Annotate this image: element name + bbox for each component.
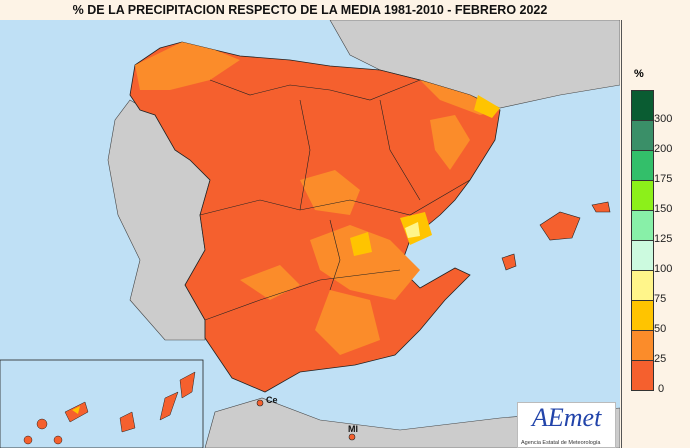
tenerife-high-zone [72, 406, 80, 414]
legend-label: 300 [654, 113, 673, 125]
legend-label: 0 [658, 383, 665, 395]
legend-swatch-150-175 [631, 180, 654, 211]
ceuta [256, 399, 264, 407]
legend-swatch-175-200 [631, 150, 654, 181]
legend-unit: % [634, 68, 644, 80]
africa [204, 397, 620, 448]
label-melilla: Ml [348, 424, 358, 434]
legend: % 300 200 175 150 125 100 75 50 25 0 [621, 20, 690, 448]
legend-label: 175 [654, 173, 673, 185]
map-title: % DE LA PRECIPITACION RESPECTO DE LA MED… [0, 0, 620, 21]
legend-swatch-25-50 [631, 330, 654, 361]
aemet-logo: AEmet Agencia Estatal de Meteorología [517, 402, 616, 448]
spain-mainland [129, 41, 501, 393]
legend-swatch-75-100 [631, 270, 654, 301]
legend-label: 75 [654, 293, 667, 305]
legend-swatch-50-75 [631, 300, 654, 331]
logo-text: AEmet [532, 403, 602, 432]
region-borders [199, 79, 471, 321]
legend-swatch-100-125 [631, 240, 654, 271]
legend-swatch-125-150 [631, 210, 654, 241]
precipitation-map: Ce Ml [0, 20, 620, 448]
legend-label: 50 [654, 323, 667, 335]
legend-label: 100 [654, 263, 673, 275]
legend-label: 25 [654, 353, 667, 365]
legend-label: 200 [654, 143, 673, 155]
legend-swatch-300plus [631, 90, 654, 121]
legend-swatch-0-25 [631, 360, 654, 391]
melilla [348, 433, 356, 441]
precip-zone-75-100 [405, 222, 420, 238]
legend-swatch-200-300 [631, 120, 654, 151]
legend-label: 125 [654, 233, 673, 245]
legend-label: 150 [654, 203, 673, 215]
label-ceuta: Ce [266, 395, 278, 405]
logo-subtitle: Agencia Estatal de Meteorología [521, 440, 601, 446]
balearic-islands [501, 201, 611, 271]
